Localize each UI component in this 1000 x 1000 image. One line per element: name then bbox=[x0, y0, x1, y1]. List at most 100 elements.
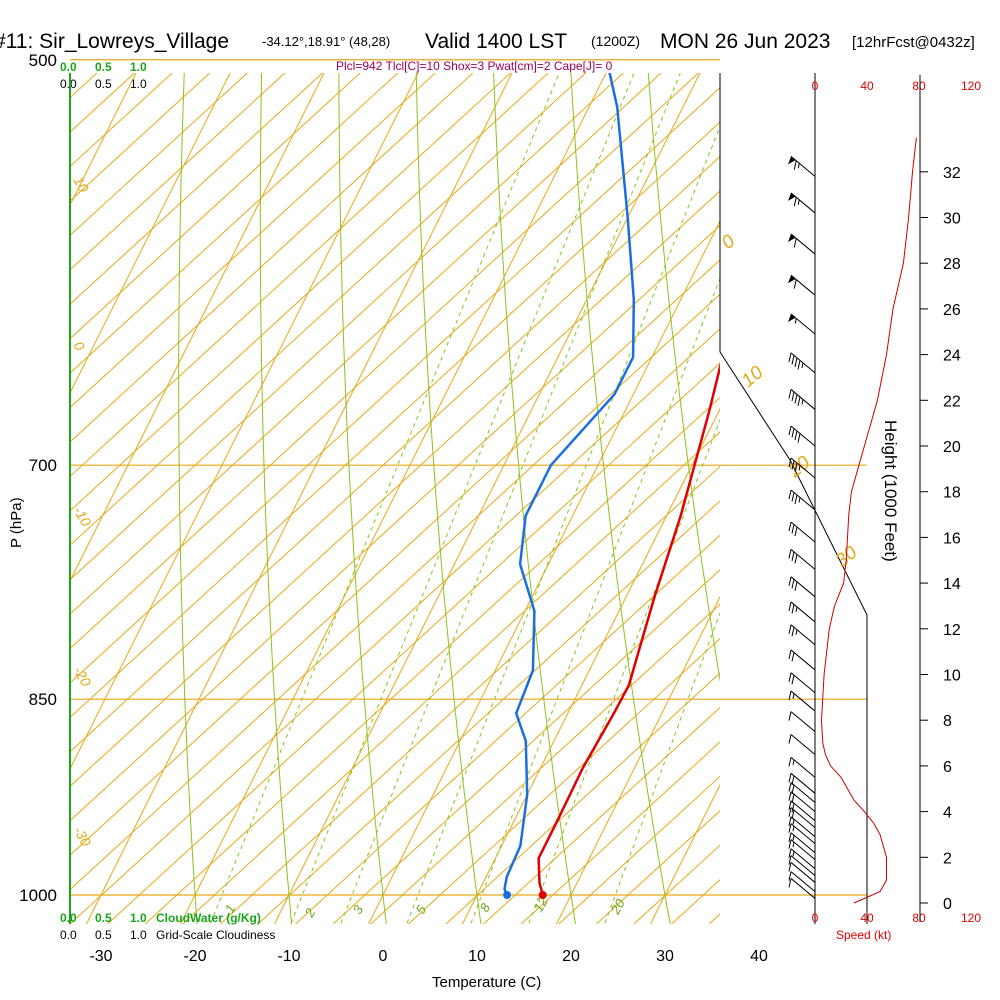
wind-barb-flag bbox=[791, 793, 795, 804]
valid-time: Valid 1400 LST bbox=[425, 30, 567, 53]
wind-barb-flag bbox=[791, 809, 795, 820]
pressure-tick-label: 1000 bbox=[19, 886, 57, 905]
wind-barb-staff bbox=[790, 823, 816, 844]
dry-adiabat-line bbox=[70, 121, 720, 719]
mixing-ratio-line bbox=[290, 73, 635, 924]
wind-barb-half bbox=[792, 851, 795, 857]
isotherm-lines bbox=[70, 73, 720, 924]
dry-adiabat-line bbox=[70, 73, 399, 374]
isotherm-line bbox=[367, 219, 720, 924]
isotherm-line bbox=[85, 73, 513, 924]
dry-adiabat-line bbox=[483, 706, 720, 924]
wind-barb bbox=[788, 772, 816, 794]
wind-barb-flag bbox=[788, 848, 792, 858]
wind-barb bbox=[788, 274, 816, 296]
wind-barb bbox=[788, 690, 816, 712]
moist-adiabat-line bbox=[259, 73, 293, 924]
dry-adiabat-line bbox=[257, 500, 720, 924]
temperature-line bbox=[537, 362, 720, 896]
wind-barb-flag bbox=[793, 197, 797, 207]
cloudwater-tick-top-0: 0.0 bbox=[60, 60, 77, 74]
moist-adiabat-line bbox=[647, 73, 720, 683]
wind-barb-staff bbox=[790, 649, 816, 671]
dry-adiabat-line bbox=[747, 73, 1000, 924]
wind-barb-flag bbox=[788, 389, 792, 399]
wind-barb-staff bbox=[790, 871, 816, 892]
height-tick-label: 2 bbox=[943, 850, 952, 867]
wind-barb bbox=[788, 816, 816, 838]
wind-barb bbox=[788, 521, 816, 543]
isotherm-label: -20 bbox=[70, 664, 94, 690]
wind-barb bbox=[788, 549, 816, 570]
wind-barb-flag bbox=[791, 391, 795, 402]
wind-barb bbox=[788, 823, 816, 844]
wind-barb-staff bbox=[790, 521, 816, 543]
wind-barb bbox=[788, 601, 816, 623]
moist-adiabat-line bbox=[570, 73, 671, 924]
wind-barb-half bbox=[798, 497, 801, 503]
wind-barb-half bbox=[801, 362, 804, 368]
isotherm-label: 0 bbox=[70, 339, 88, 354]
wind-barb-staff bbox=[790, 672, 816, 694]
wind-barb-flag bbox=[788, 823, 792, 833]
wind-barb-staff bbox=[790, 711, 816, 733]
dry-adiabat-line bbox=[332, 569, 720, 924]
wind-barb-flag bbox=[793, 160, 797, 170]
dry-adiabat-line bbox=[70, 293, 720, 891]
wind-barb bbox=[788, 576, 816, 598]
height-tick-label: 14 bbox=[943, 576, 961, 593]
speed-tick-top: 40 bbox=[860, 79, 874, 93]
wind-barb-staff bbox=[790, 862, 816, 883]
dry-adiabat-line bbox=[70, 155, 720, 753]
cloudwater-tick-top-1: 0.5 bbox=[95, 60, 112, 74]
wind-barb bbox=[788, 878, 816, 899]
speed-tick-bottom: 40 bbox=[860, 911, 874, 925]
wind-barb-flag bbox=[797, 396, 801, 407]
height-axis-label: Height (1000 Feet) bbox=[881, 420, 900, 562]
wind-barb-half bbox=[792, 825, 795, 832]
wind-barb-flag bbox=[788, 791, 792, 801]
cloudiness-label: Grid-Scale Cloudiness bbox=[156, 928, 275, 942]
dry-adiabat-line bbox=[144, 396, 720, 924]
mixing-ratio-line bbox=[527, 418, 720, 924]
wind-barb-staff bbox=[790, 756, 816, 778]
wind-barb-half bbox=[792, 841, 795, 848]
wind-barb-flag bbox=[788, 549, 792, 559]
wind-barb bbox=[788, 649, 816, 671]
wind-barb-half bbox=[792, 759, 795, 765]
height-tick-label: 6 bbox=[943, 759, 952, 776]
mixing-ratio-label: 3 bbox=[350, 902, 367, 916]
dry-adiabat-line bbox=[70, 73, 211, 202]
wind-barb-flag bbox=[794, 526, 798, 537]
x-tick-label: -20 bbox=[183, 948, 206, 965]
wind-barb-staff bbox=[790, 832, 816, 854]
height-tick-label: 28 bbox=[943, 256, 961, 273]
dry-adiabat-label: 10 bbox=[738, 362, 768, 392]
height-tick-label: 24 bbox=[943, 348, 961, 365]
wind-barb-staff bbox=[790, 839, 816, 860]
wind-barb-staff bbox=[790, 457, 816, 479]
wind-barb-staff bbox=[790, 576, 816, 598]
wind-barb-flag bbox=[788, 649, 792, 660]
cloudiness-tick-bottom-1: 0.5 bbox=[95, 928, 112, 942]
wind-barb bbox=[788, 672, 816, 694]
mixing-ratio-line bbox=[340, 73, 681, 924]
wind-barb-staff bbox=[790, 800, 816, 822]
wind-barb bbox=[788, 832, 816, 854]
mixing-ratio-line bbox=[470, 277, 720, 924]
wind-barb bbox=[788, 855, 816, 876]
isotherm-label: -30 bbox=[70, 824, 94, 850]
wind-barb bbox=[788, 233, 816, 255]
dry-adiabat-line bbox=[408, 637, 720, 924]
wind-barb-staff bbox=[790, 690, 816, 712]
y-axis-label: P (hPa) bbox=[8, 497, 25, 548]
mixing-ratio-line bbox=[604, 611, 720, 924]
dry-adiabat-line bbox=[558, 775, 720, 924]
pressure-tick-label: 850 bbox=[29, 690, 57, 709]
wind-barb-flag bbox=[794, 554, 798, 564]
cloudwater-tick-top-2: 1.0 bbox=[130, 60, 147, 74]
